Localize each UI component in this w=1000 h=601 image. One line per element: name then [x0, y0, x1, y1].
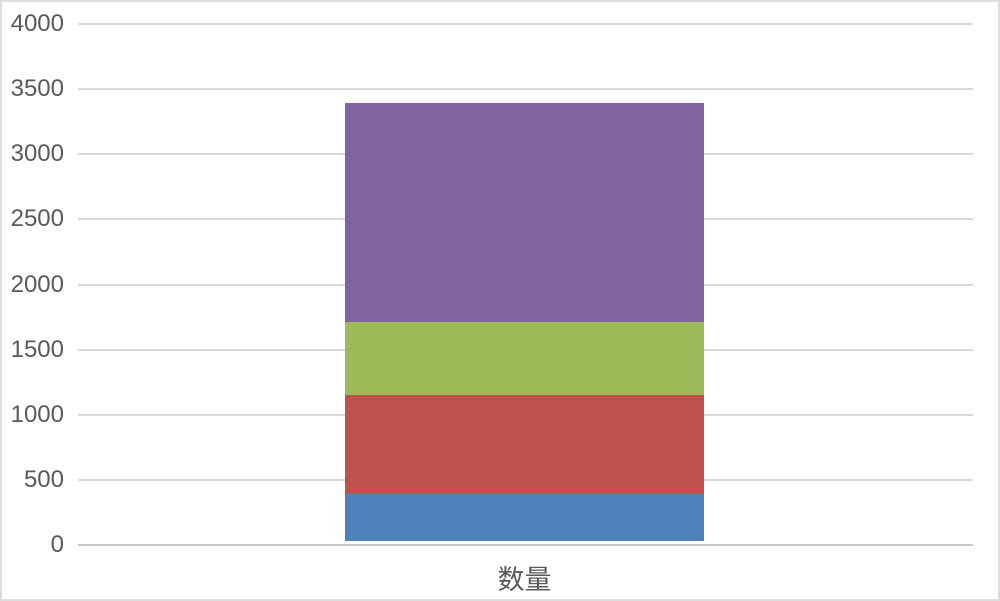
- bar-segment-2: [345, 395, 704, 495]
- x-axis-category-label: 数量: [497, 565, 552, 596]
- y-tick-label-2000: 2000: [10, 270, 64, 298]
- gridline-3500: [78, 88, 973, 91]
- bar-segment-3: [345, 322, 704, 396]
- y-tick-label-2500: 2500: [10, 205, 64, 233]
- stacked-bar: [345, 103, 704, 541]
- y-tick-label-500: 500: [23, 465, 64, 493]
- y-tick-label-4000: 4000: [10, 10, 64, 37]
- y-tick-label-1500: 1500: [10, 335, 64, 363]
- gridline-0: [78, 544, 973, 546]
- gridline-4000: [78, 23, 973, 25]
- bar-segment-4: [345, 103, 704, 323]
- y-tick-label-3000: 3000: [10, 140, 64, 168]
- y-tick-label-1000: 1000: [10, 400, 64, 428]
- bar-segment-1: [345, 494, 704, 541]
- y-tick-label-3500: 3500: [10, 75, 64, 103]
- y-tick-label-0: 0: [50, 531, 64, 558]
